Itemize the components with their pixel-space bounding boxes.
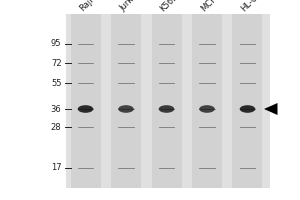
Bar xyxy=(232,14,262,188)
Ellipse shape xyxy=(240,105,255,113)
Text: 95: 95 xyxy=(51,40,62,48)
Text: 17: 17 xyxy=(51,164,62,172)
Text: 28: 28 xyxy=(51,122,62,132)
Text: Raji: Raji xyxy=(78,0,95,13)
Bar xyxy=(66,14,270,188)
Ellipse shape xyxy=(199,105,215,113)
Bar xyxy=(111,14,141,188)
Text: HL-60: HL-60 xyxy=(240,0,263,13)
Ellipse shape xyxy=(118,105,134,113)
Ellipse shape xyxy=(78,105,93,113)
Text: Jurkat: Jurkat xyxy=(118,0,142,13)
Bar xyxy=(152,14,182,188)
Text: 72: 72 xyxy=(51,58,62,68)
Ellipse shape xyxy=(159,105,174,113)
Text: 36: 36 xyxy=(51,104,62,114)
Bar xyxy=(192,14,222,188)
Text: MCF-7: MCF-7 xyxy=(199,0,224,13)
Text: 55: 55 xyxy=(51,78,62,88)
Polygon shape xyxy=(264,103,278,115)
Text: K562: K562 xyxy=(159,0,180,13)
Bar xyxy=(70,14,101,188)
